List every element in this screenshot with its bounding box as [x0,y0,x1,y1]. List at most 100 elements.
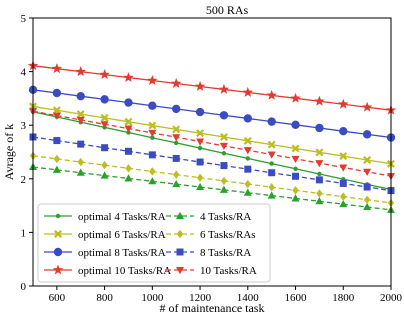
y-axis-label: Avrage of k [2,124,16,180]
y-tick-label: 2 [21,174,27,186]
data-point [148,151,156,159]
x-tick-label: 1400 [237,292,260,304]
legend-item: optimal 6 Tasks/RA [44,229,166,241]
data-point [269,161,274,166]
data-point [267,191,276,199]
data-point [220,162,228,170]
data-point [268,169,276,177]
series-line [32,111,392,191]
data-point [363,195,371,204]
data-point [219,111,229,120]
x-tick-label: 600 [49,292,66,304]
x-tick-label: 800 [96,292,113,304]
legend-marker [53,247,63,257]
legend-label: 6 Tasks/RAs [200,229,256,241]
data-point [244,165,252,173]
data-point [53,137,61,145]
legend-label: 4 Tasks/RA [200,211,251,223]
x-tick-label: 1200 [189,292,212,304]
data-point [100,171,109,179]
legend-item: optimal 10 Tasks/RA [44,264,171,277]
data-point [148,101,157,110]
data-point [338,98,349,109]
data-point [361,101,373,112]
legend-item: 6 Tasks/RAs [166,229,256,241]
data-point [195,107,205,117]
data-point [172,154,180,162]
series-6 [29,151,395,208]
series-3 [28,85,396,142]
data-point [125,164,132,173]
data-point [100,113,109,122]
data-point [124,147,132,155]
data-point [52,88,62,98]
data-point [315,160,324,168]
data-point [317,171,322,177]
data-point [219,185,228,193]
data-point [243,114,252,123]
data-point [172,104,181,114]
data-point [172,134,181,142]
data-point [148,177,157,185]
data-point [339,126,348,136]
data-point [76,91,85,101]
legend-marker [176,211,184,219]
data-point [291,194,300,202]
data-point [219,133,228,142]
data-point [77,157,84,167]
data-point [196,138,205,146]
series-line [32,110,392,177]
data-point [101,160,108,170]
data-point [315,197,324,205]
legend-marker [176,229,184,239]
data-point [196,129,205,138]
data-point [220,176,228,186]
data-point [339,199,348,208]
data-point [314,95,325,106]
x-tick-label: 2000 [380,292,403,304]
legend-marker [52,264,64,275]
data-point [293,166,298,171]
data-point [221,151,227,156]
data-point [148,129,157,138]
series-2 [29,102,395,168]
data-point [340,192,347,201]
data-point [52,112,61,120]
series-4 [27,60,397,115]
data-point [267,151,276,159]
data-point [147,75,158,85]
x-tick-label: 1000 [141,292,164,304]
data-point [339,152,348,161]
data-point [363,168,372,176]
data-point [292,186,299,195]
data-point [315,123,324,133]
data-point [149,167,156,176]
y-tick-label: 1 [21,227,27,239]
data-point [243,188,252,196]
data-point [173,170,180,179]
x-axis-label: # of maintenance task [160,301,265,315]
data-point [77,140,85,148]
plot-frame [32,17,392,287]
series-7 [29,133,395,195]
legend-marker [55,213,61,219]
data-point [267,117,276,126]
data-point [291,120,300,130]
data-point [243,136,252,145]
data-point [339,179,347,187]
data-point [290,92,301,103]
legend-label: 8 Tasks/RA [200,247,251,259]
data-point [150,135,155,140]
data-point [100,121,109,129]
legend-marker [54,230,62,238]
data-point [124,117,133,126]
data-point [170,78,182,88]
data-point [172,179,181,188]
data-point [316,189,323,198]
data-point [291,155,300,164]
ticks-layer: 600 800 1000 1200 1400 1600 1800 2000 0 1 2 3 4 5 [21,13,403,304]
data-point [123,72,134,83]
data-point [363,183,371,191]
data-point [196,173,204,182]
